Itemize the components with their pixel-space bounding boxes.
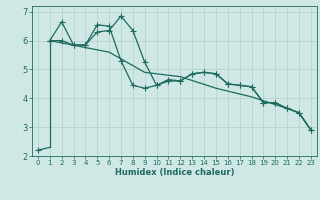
X-axis label: Humidex (Indice chaleur): Humidex (Indice chaleur) bbox=[115, 168, 234, 177]
